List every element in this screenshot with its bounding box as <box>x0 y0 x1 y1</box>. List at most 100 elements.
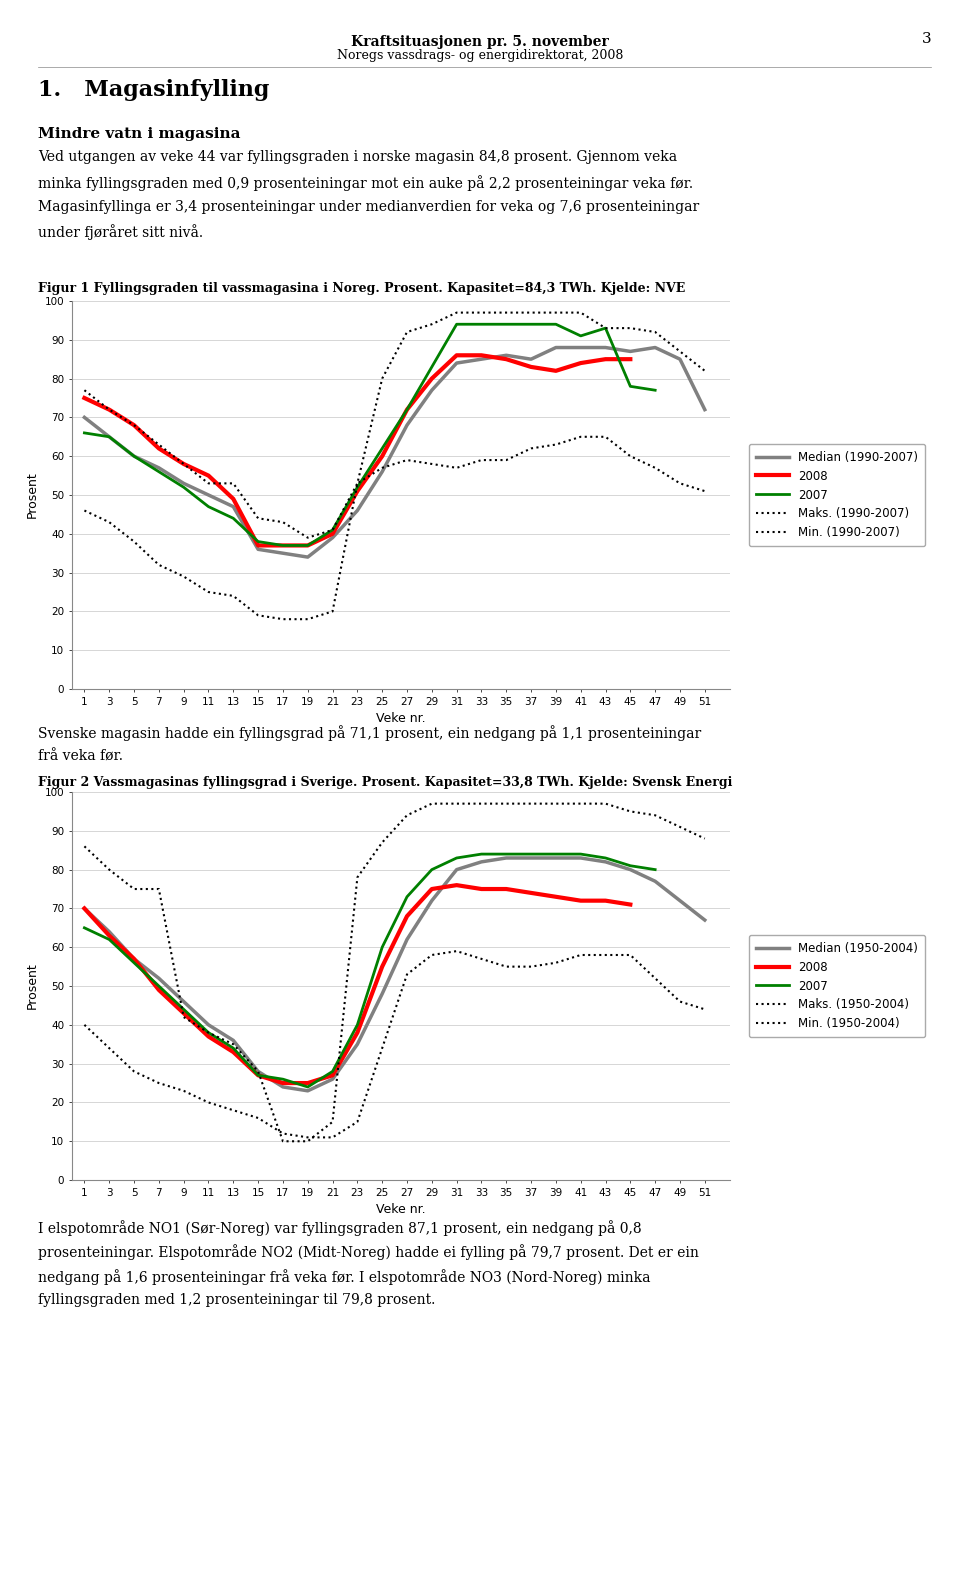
Text: fyllingsgraden med 1,2 prosenteiningar til 79,8 prosent.: fyllingsgraden med 1,2 prosenteiningar t… <box>38 1293 436 1307</box>
2007 <box>326 1061 338 1080</box>
Min. (1950-2004) <box>376 1039 388 1058</box>
2007 <box>500 844 512 863</box>
Text: under fjøråret sitt nivå.: under fjøråret sitt nivå. <box>38 223 204 241</box>
Median (1990-2007) <box>674 350 685 369</box>
Maks. (1990-2007) <box>625 318 636 337</box>
Maks. (1950-2004) <box>401 806 413 825</box>
Min. (1990-2007) <box>129 532 140 551</box>
Min. (1990-2007) <box>104 513 115 532</box>
2008 <box>575 892 587 911</box>
Min. (1990-2007) <box>674 474 685 493</box>
Min. (1950-2004) <box>203 1093 214 1112</box>
2007 <box>203 1023 214 1042</box>
Maks. (1990-2007) <box>476 303 488 322</box>
2008 <box>277 535 289 554</box>
Maks. (1990-2007) <box>252 508 264 527</box>
Median (1950-2004) <box>525 849 537 868</box>
Maks. (1950-2004) <box>550 794 562 813</box>
Maks. (1990-2007) <box>674 342 685 361</box>
Median (1990-2007) <box>351 501 363 520</box>
Min. (1950-2004) <box>550 954 562 973</box>
Maks. (1950-2004) <box>104 860 115 879</box>
Median (1950-2004) <box>351 1034 363 1053</box>
Text: 1.   Magasinfylling: 1. Magasinfylling <box>38 79 270 101</box>
2007 <box>79 423 90 442</box>
Min. (1950-2004) <box>500 957 512 976</box>
2008 <box>451 345 463 364</box>
Maks. (1990-2007) <box>699 361 710 380</box>
Min. (1950-2004) <box>104 1039 115 1058</box>
Median (1990-2007) <box>104 428 115 447</box>
2008 <box>129 949 140 968</box>
Text: 3: 3 <box>922 32 931 46</box>
Maks. (1950-2004) <box>525 794 537 813</box>
2008 <box>451 876 463 895</box>
Median (1950-2004) <box>277 1077 289 1096</box>
Maks. (1950-2004) <box>153 879 164 898</box>
2008 <box>326 524 338 543</box>
2007 <box>203 497 214 516</box>
Median (1990-2007) <box>525 350 537 369</box>
Median (1950-2004) <box>401 930 413 949</box>
Text: Mindre vatn i magasina: Mindre vatn i magasina <box>38 127 241 141</box>
Min. (1990-2007) <box>476 450 488 469</box>
Median (1990-2007) <box>426 380 438 399</box>
Median (1950-2004) <box>699 911 710 930</box>
2008 <box>129 415 140 434</box>
Maks. (1950-2004) <box>575 794 587 813</box>
Min. (1950-2004) <box>326 1128 338 1147</box>
2008 <box>326 1066 338 1085</box>
Median (1950-2004) <box>625 860 636 879</box>
2008 <box>252 535 264 554</box>
Maks. (1990-2007) <box>326 521 338 540</box>
Min. (1990-2007) <box>401 450 413 469</box>
Maks. (1990-2007) <box>600 318 612 337</box>
2008 <box>277 1074 289 1093</box>
2007 <box>252 532 264 551</box>
Min. (1950-2004) <box>153 1074 164 1093</box>
2008 <box>575 353 587 372</box>
Median (1950-2004) <box>302 1082 314 1101</box>
2008 <box>376 957 388 976</box>
Min. (1990-2007) <box>326 602 338 621</box>
2007 <box>525 844 537 863</box>
2007 <box>500 315 512 334</box>
2007 <box>104 930 115 949</box>
Median (1950-2004) <box>649 871 660 890</box>
2008 <box>525 884 537 903</box>
2008 <box>79 388 90 407</box>
Min. (1950-2004) <box>79 1015 90 1034</box>
Maks. (1990-2007) <box>79 380 90 399</box>
Median (1950-2004) <box>376 984 388 1003</box>
Min. (1950-2004) <box>129 1061 140 1080</box>
2007 <box>575 844 587 863</box>
Median (1950-2004) <box>426 892 438 911</box>
Median (1990-2007) <box>500 345 512 364</box>
Maks. (1990-2007) <box>277 513 289 532</box>
Maks. (1950-2004) <box>302 1131 314 1150</box>
Median (1990-2007) <box>79 407 90 426</box>
Line: Min. (1950-2004): Min. (1950-2004) <box>84 950 705 1137</box>
Text: Noregs vassdrags- og energidirektorat, 2008: Noregs vassdrags- og energidirektorat, 2… <box>337 49 623 62</box>
2008 <box>153 980 164 1000</box>
2008 <box>401 906 413 925</box>
Text: nedgang på 1,6 prosenteiningar frå veka før. I elspotområde NO3 (Nord-Noreg) min: nedgang på 1,6 prosenteiningar frå veka … <box>38 1269 651 1285</box>
Maks. (1990-2007) <box>550 303 562 322</box>
Maks. (1990-2007) <box>203 474 214 493</box>
Maks. (1990-2007) <box>302 527 314 546</box>
2007 <box>302 1077 314 1096</box>
Median (1950-2004) <box>79 898 90 917</box>
2008 <box>252 1066 264 1085</box>
Maks. (1950-2004) <box>79 836 90 855</box>
Text: minka fyllingsgraden med 0,9 prosenteiningar mot ein auke på 2,2 prosenteiningar: minka fyllingsgraden med 0,9 prosenteini… <box>38 174 693 192</box>
Min. (1950-2004) <box>451 941 463 960</box>
Median (1990-2007) <box>203 485 214 504</box>
Maks. (1990-2007) <box>178 455 189 474</box>
Min. (1990-2007) <box>178 567 189 586</box>
Y-axis label: Prosent: Prosent <box>26 472 39 518</box>
Maks. (1990-2007) <box>525 303 537 322</box>
2008 <box>376 447 388 466</box>
Maks. (1950-2004) <box>674 817 685 836</box>
Maks. (1950-2004) <box>600 794 612 813</box>
Maks. (1950-2004) <box>451 794 463 813</box>
